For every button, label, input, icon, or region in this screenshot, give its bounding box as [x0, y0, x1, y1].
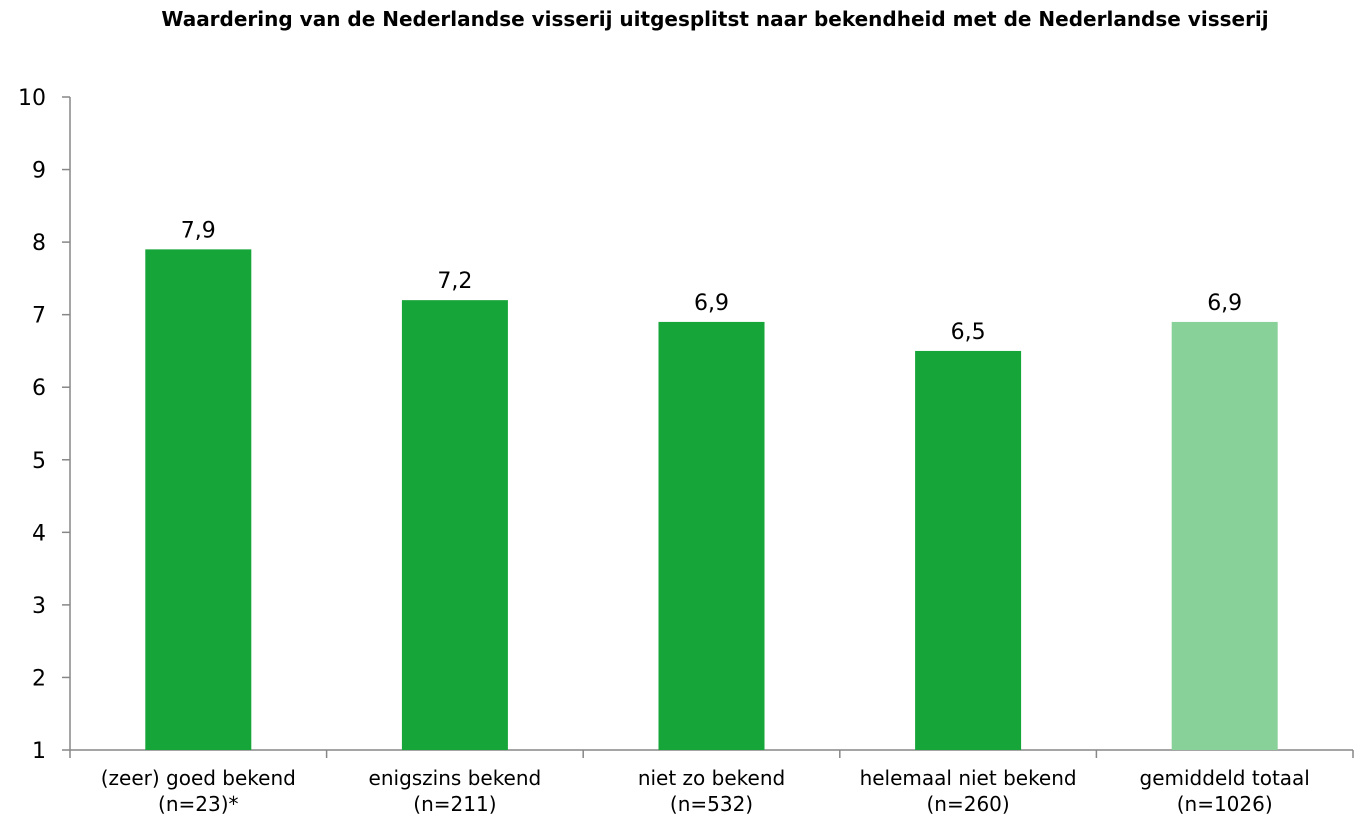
- x-category-label: (n=532): [670, 792, 753, 816]
- bar: [1171, 321, 1278, 750]
- y-tick-label: 8: [32, 231, 46, 256]
- bar: [145, 249, 252, 750]
- x-category-label: enigszins bekend: [369, 766, 542, 790]
- data-label: 7,9: [181, 218, 216, 243]
- x-category-label: (n=211): [413, 792, 496, 816]
- bar: [915, 350, 1022, 750]
- y-tick-label: 3: [32, 594, 46, 619]
- y-tick-label: 4: [32, 521, 46, 546]
- y-tick-label: 6: [32, 376, 46, 401]
- y-tick-label: 9: [32, 159, 46, 184]
- x-category-label: (zeer) goed bekend: [101, 766, 296, 790]
- x-category-label: helemaal niet bekend: [860, 766, 1077, 790]
- x-category-label: (n=260): [926, 792, 1009, 816]
- data-label: 6,5: [951, 320, 986, 345]
- x-category-label: gemiddeld totaal: [1140, 766, 1310, 790]
- data-label: 6,9: [694, 291, 729, 316]
- data-label: 6,9: [1207, 291, 1242, 316]
- data-label: 7,2: [437, 269, 472, 294]
- x-category-label: niet zo bekend: [638, 766, 785, 790]
- bar: [401, 300, 508, 750]
- y-tick-label: 1: [32, 739, 46, 764]
- chart-title: Waardering van de Nederlandse visserij u…: [161, 7, 1269, 31]
- y-tick-label: 5: [32, 449, 46, 474]
- y-tick-label: 2: [32, 666, 46, 691]
- y-tick-label: 7: [32, 304, 46, 329]
- x-category-label: (n=23)*: [158, 792, 239, 816]
- bar: [658, 321, 765, 750]
- x-category-label: (n=1026): [1177, 792, 1273, 816]
- y-tick-label: 10: [18, 86, 46, 111]
